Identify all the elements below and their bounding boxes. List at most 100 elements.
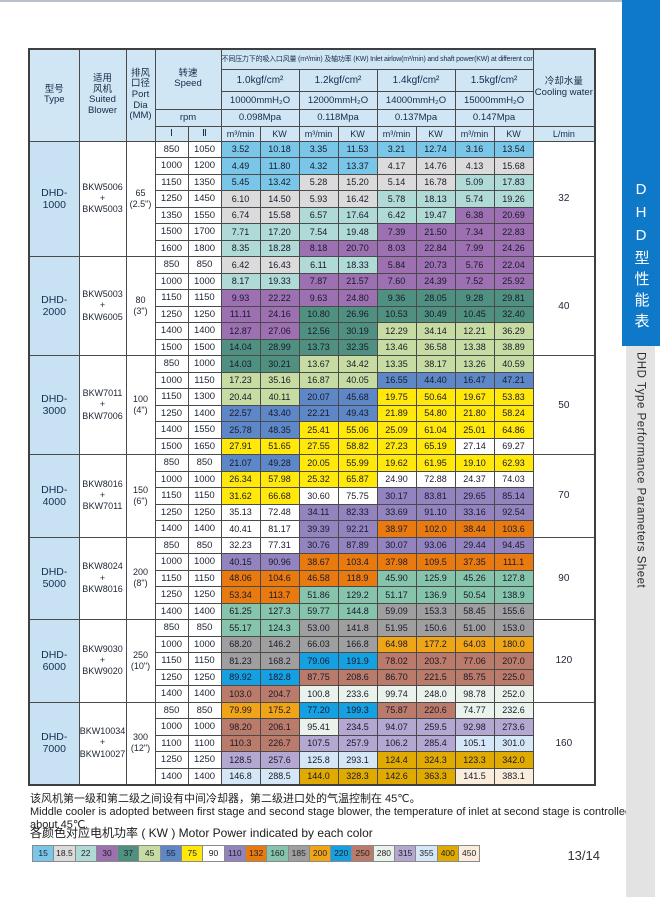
data-cell: 53.00 xyxy=(298,619,339,637)
data-cell: 14.04 xyxy=(220,338,261,356)
data-cell: 50.54 xyxy=(454,586,495,604)
data-cell: 11.11 xyxy=(220,305,261,323)
speed-ii: 850 xyxy=(187,701,222,719)
data-cell: 8.18 xyxy=(298,239,339,257)
data-cell: 79.06 xyxy=(298,652,339,670)
data-cell: 109.5 xyxy=(415,553,456,571)
data-row: DHD-6000 BKW9030 + BKW9020 250 (10") 850 850… xyxy=(28,619,596,703)
data-cell: 27.55 xyxy=(298,437,339,455)
speed-ii: 1400 xyxy=(187,404,222,422)
data-cell: 155.6 xyxy=(493,602,534,620)
data-cell: 28.05 xyxy=(415,289,456,307)
model-type: DHD-2000 xyxy=(28,256,80,356)
data-cell: 257.6 xyxy=(259,751,300,769)
data-cell: 6.11 xyxy=(298,256,339,274)
data-row: 1250 1250 128.5 257.6 125.8 293.1 124.4 324.3 12… xyxy=(29,751,595,769)
data-cell: 259.5 xyxy=(415,718,456,736)
header-suited-blower: 适用 风机 Suited Blower xyxy=(78,48,127,142)
data-row: 1100 1100 110.3 226.7 107.5 257.9 106.2 285.4 10… xyxy=(29,734,595,752)
data-cell: 13.42 xyxy=(259,173,300,191)
data-cell: 19.62 xyxy=(376,454,417,472)
header-kgf: 1.2kgf/cm² xyxy=(298,68,378,92)
data-cell: 72.88 xyxy=(415,470,456,488)
data-cell: 45.26 xyxy=(454,569,495,587)
legend-swatch-220kw: 220 xyxy=(330,845,353,862)
data-cell: 5.84 xyxy=(376,256,417,274)
data-cell: 37.98 xyxy=(376,553,417,571)
data-row: 1000 1200 4.49 11.80 4.32 13.37 4.17 14.76 4.13 1… xyxy=(29,157,595,175)
header-lmin: L/min xyxy=(532,125,596,142)
speed-ii: 1800 xyxy=(187,239,222,257)
data-cell: 92.54 xyxy=(493,503,534,521)
data-cell: 328.3 xyxy=(337,767,378,785)
data-cell: 177.2 xyxy=(415,635,456,653)
speed-ii: 1400 xyxy=(187,602,222,620)
speed-i: 1500 xyxy=(154,338,189,356)
data-cell: 50.64 xyxy=(415,388,456,406)
data-cell: 38.67 xyxy=(298,553,339,571)
speed-i: 1400 xyxy=(154,602,189,620)
data-cell: 150.6 xyxy=(415,619,456,637)
data-cell: 124.4 xyxy=(376,751,417,769)
data-cell: 58.45 xyxy=(454,602,495,620)
data-cell: 16.43 xyxy=(259,256,300,274)
legend-title: 各颜色对应电机功率 ( KW ) Motor Power indicated b… xyxy=(30,826,373,840)
data-cell: 7.39 xyxy=(376,223,417,241)
data-cell: 22.21 xyxy=(298,404,339,422)
speed-i: 1150 xyxy=(154,652,189,670)
page-number: 13/14 xyxy=(567,848,600,863)
suited-blower: BKW7011 + BKW7006 xyxy=(78,355,127,455)
port-dia: 200 (8") xyxy=(125,536,156,620)
suited-blower: BKW5006 + BKW5003 xyxy=(78,140,127,257)
data-cell: 33.69 xyxy=(376,503,417,521)
data-cell: 106.2 xyxy=(376,734,417,752)
speed-ii: 1400 xyxy=(187,520,222,538)
data-cell: 32.40 xyxy=(493,305,534,323)
data-cell: 22.83 xyxy=(493,223,534,241)
data-row: 1150 1300 20.44 40.11 20.07 45.68 19.75 50.64 19… xyxy=(29,388,595,406)
header-mpa: 0.137Mpa xyxy=(376,108,456,127)
data-cell: 25.32 xyxy=(298,470,339,488)
speed-ii: 1400 xyxy=(187,322,222,340)
cooling-water-value: 90 xyxy=(532,536,596,620)
data-cell: 48.35 xyxy=(259,421,300,439)
data-cell: 4.32 xyxy=(298,157,339,175)
data-cell: 4.49 xyxy=(220,157,261,175)
data-cell: 21.07 xyxy=(220,454,261,472)
data-cell: 110.3 xyxy=(220,734,261,752)
data-cell: 6.10 xyxy=(220,190,261,208)
data-cell: 77.31 xyxy=(259,536,300,554)
data-cell: 288.5 xyxy=(259,767,300,785)
speed-i: 850 xyxy=(154,536,189,554)
data-cell: 175.2 xyxy=(259,701,300,719)
data-cell: 22.04 xyxy=(493,256,534,274)
data-cell: 129.2 xyxy=(337,586,378,604)
side-banner-en: DHD Type Performance Parameters Sheet xyxy=(626,346,655,897)
speed-ii: 1400 xyxy=(187,767,222,785)
data-cell: 12.29 xyxy=(376,322,417,340)
data-cell: 4.13 xyxy=(454,157,495,175)
data-cell: 14.76 xyxy=(415,157,456,175)
data-cell: 82.33 xyxy=(337,503,378,521)
data-cell: 16.78 xyxy=(415,173,456,191)
data-cell: 182.8 xyxy=(259,668,300,686)
data-cell: 20.73 xyxy=(415,256,456,274)
data-cell: 36.58 xyxy=(415,338,456,356)
speed-ii: 850 xyxy=(187,619,222,637)
data-cell: 10.53 xyxy=(376,305,417,323)
speed-i: 1100 xyxy=(154,734,189,752)
speed-i: 1250 xyxy=(154,404,189,422)
data-cell: 301.0 xyxy=(493,734,534,752)
speed-i: 1250 xyxy=(154,503,189,521)
data-cell: 220.6 xyxy=(415,701,456,719)
data-cell: 24.39 xyxy=(415,272,456,290)
data-row: 1150 1150 31.62 66.68 30.60 75.75 30.17 83.81 29… xyxy=(29,487,595,505)
data-cell: 29.65 xyxy=(454,487,495,505)
data-cell: 24.80 xyxy=(337,289,378,307)
legend-swatch-15kw: 15 xyxy=(32,845,55,862)
data-cell: 38.97 xyxy=(376,520,417,538)
side-banner-en-text: DHD Type Performance Parameters Sheet xyxy=(634,352,647,589)
data-cell: 324.3 xyxy=(415,751,456,769)
data-cell: 13.37 xyxy=(337,157,378,175)
data-cell: 90.96 xyxy=(259,553,300,571)
